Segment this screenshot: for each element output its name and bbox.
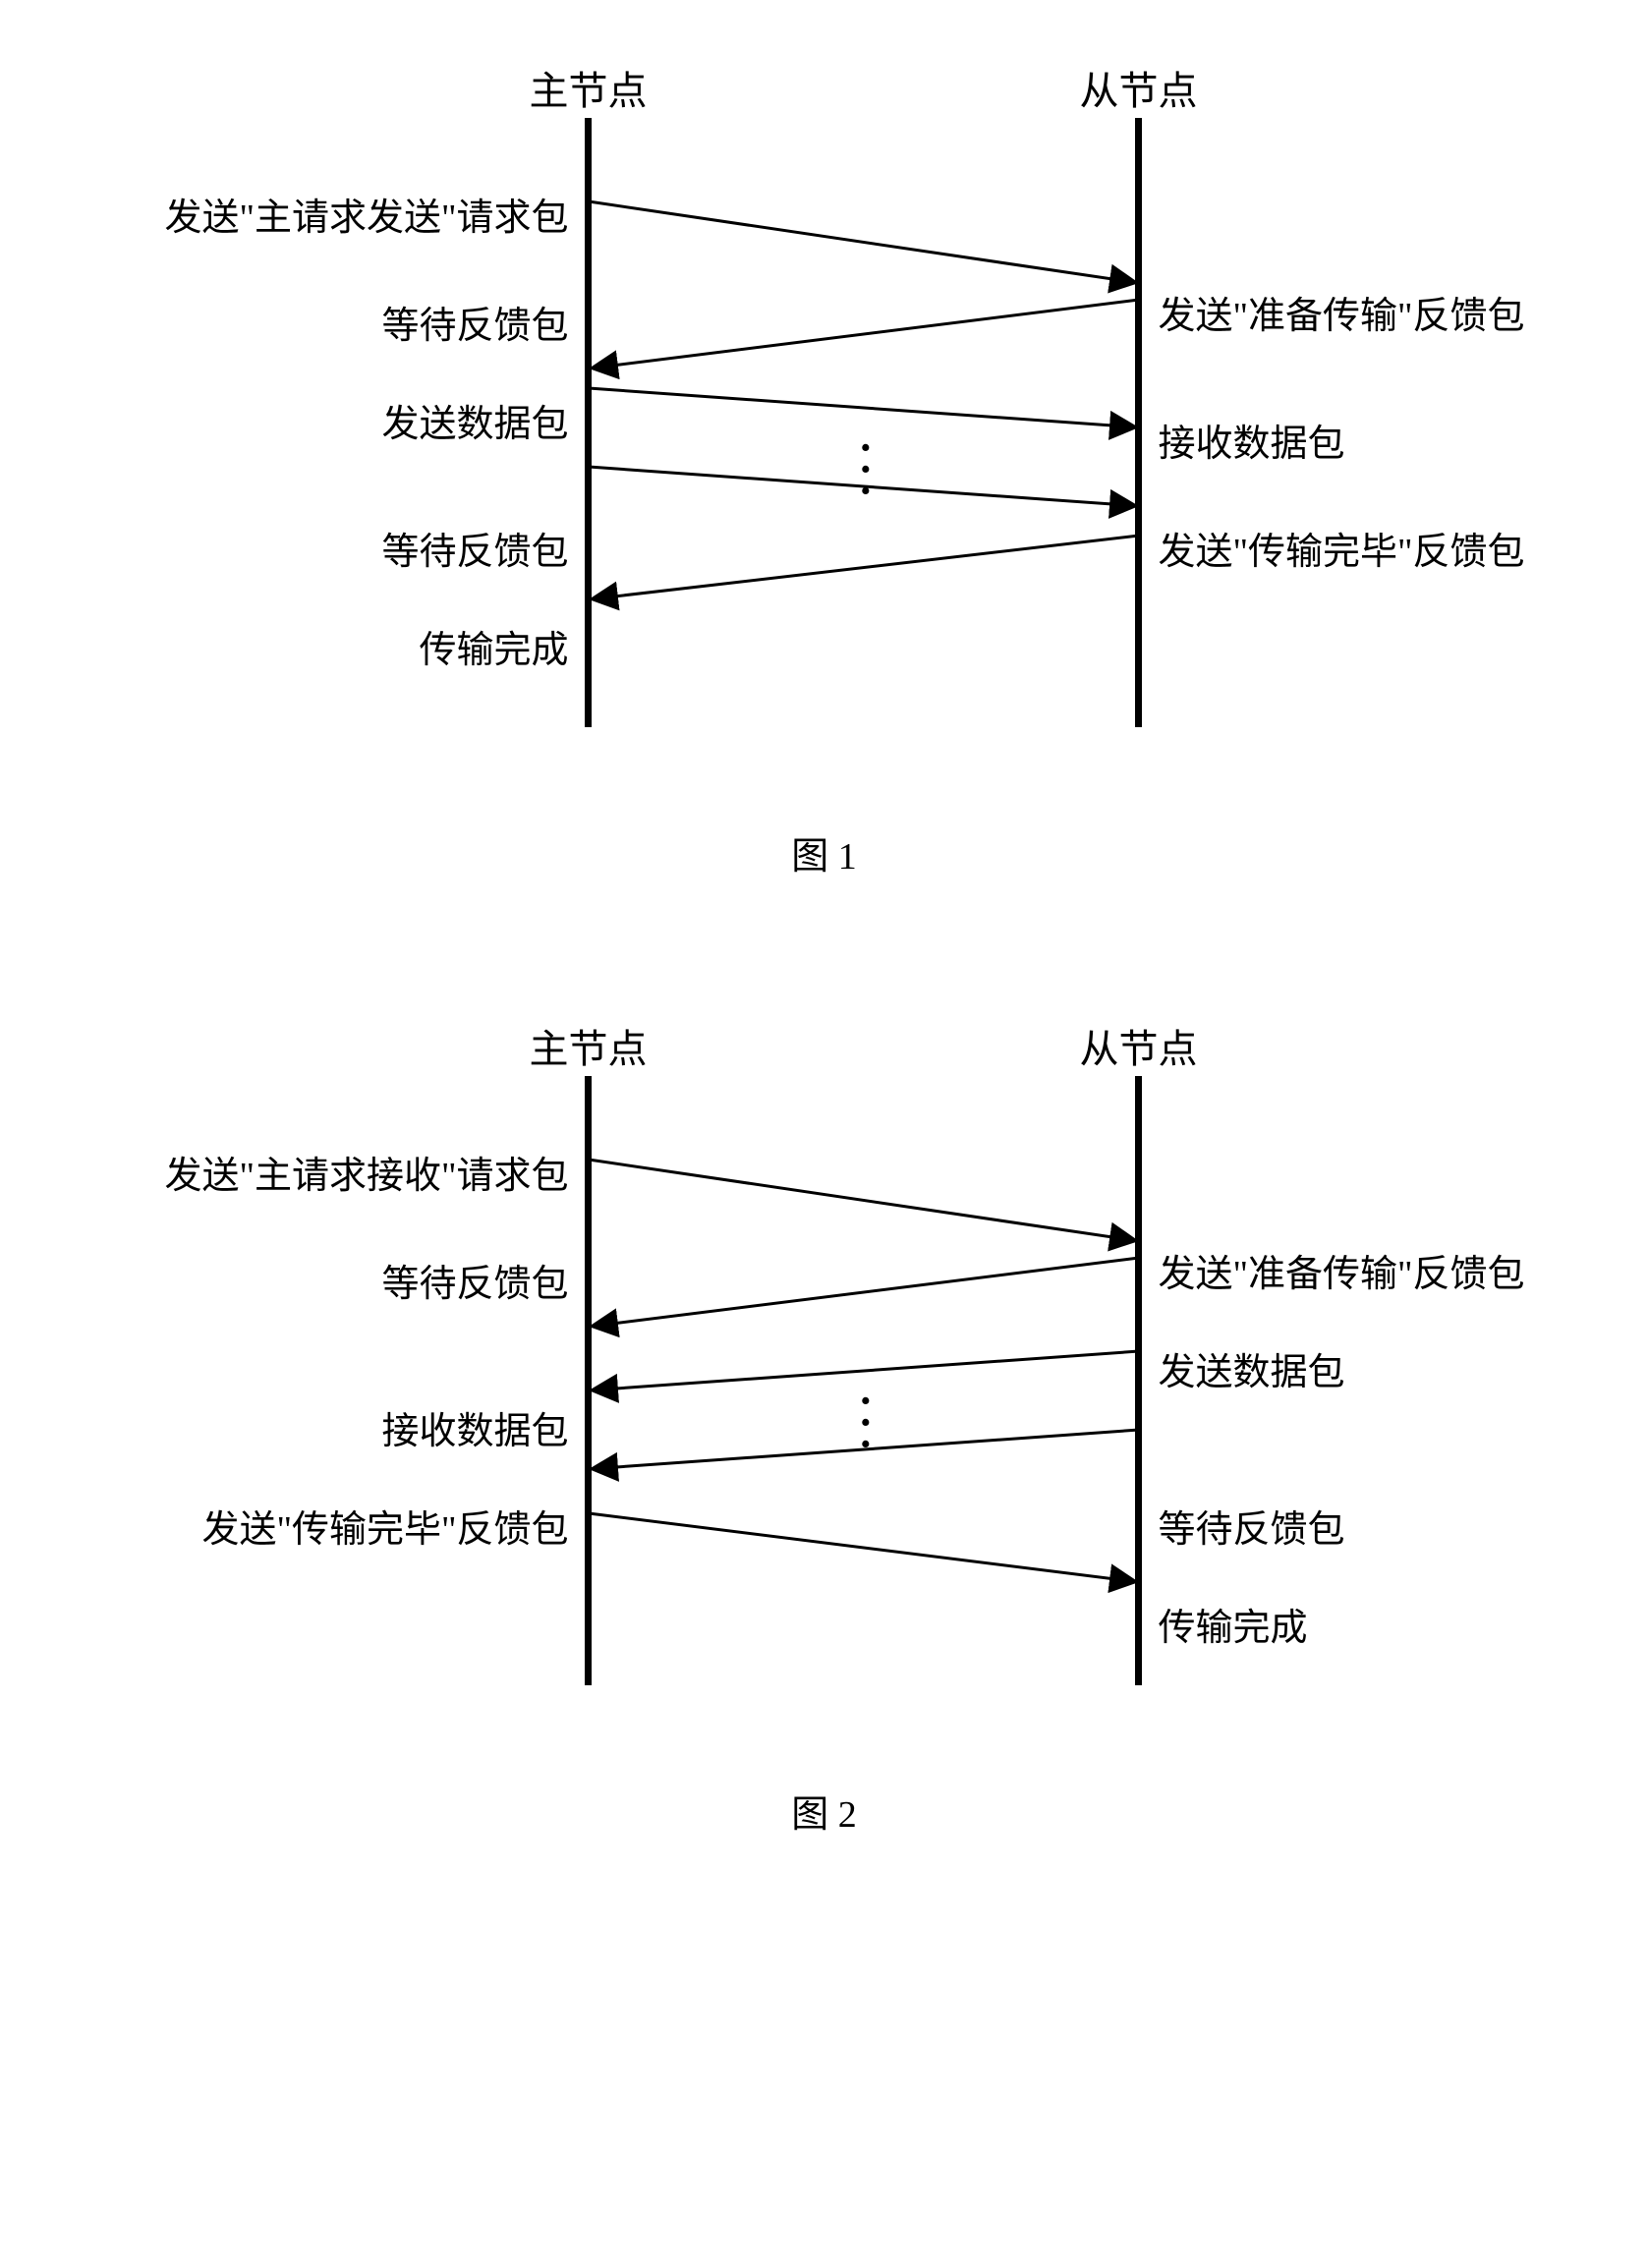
right-message-label: 发送"准备传输"反馈包 xyxy=(1159,1243,1525,1297)
right-message-label: 发送"准备传输"反馈包 xyxy=(1159,285,1525,339)
left-message-label: 等待反馈包 xyxy=(381,1253,568,1307)
left-message-label: 发送"传输完毕"反馈包 xyxy=(201,1499,568,1553)
figure1-caption: 图 1 xyxy=(0,825,1648,879)
left-message-label: 等待反馈包 xyxy=(381,295,568,349)
sequence-diagram-2: 主节点 从节点 ··· 发送"主请求接收"请求包等待反馈包接收数据包发送"传输完… xyxy=(137,997,1512,1705)
left-message-label: 发送"主请求接收"请求包 xyxy=(164,1145,568,1199)
right-message-label: 传输完成 xyxy=(1159,1597,1308,1651)
right-message-label: 等待反馈包 xyxy=(1159,1499,1345,1553)
sequence-diagram-1: 主节点 从节点 ··· 发送"主请求发送"请求包等待反馈包发送数据包等待反馈包传… xyxy=(137,39,1512,747)
left-message-label: 传输完成 xyxy=(419,619,568,673)
ellipsis-dots: ··· xyxy=(859,437,874,502)
left-message-label: 等待反馈包 xyxy=(381,521,568,575)
left-message-label: 发送"主请求发送"请求包 xyxy=(164,187,568,241)
ellipsis-dots: ··· xyxy=(859,1390,874,1455)
left-message-label: 发送数据包 xyxy=(381,393,568,447)
right-message-label: 发送数据包 xyxy=(1159,1341,1345,1395)
arrows-svg xyxy=(137,39,1512,747)
right-message-label: 发送"传输完毕"反馈包 xyxy=(1159,521,1525,575)
right-message-label: 接收数据包 xyxy=(1159,413,1345,467)
figure2-caption: 图 2 xyxy=(0,1784,1648,1838)
left-message-label: 接收数据包 xyxy=(381,1400,568,1454)
